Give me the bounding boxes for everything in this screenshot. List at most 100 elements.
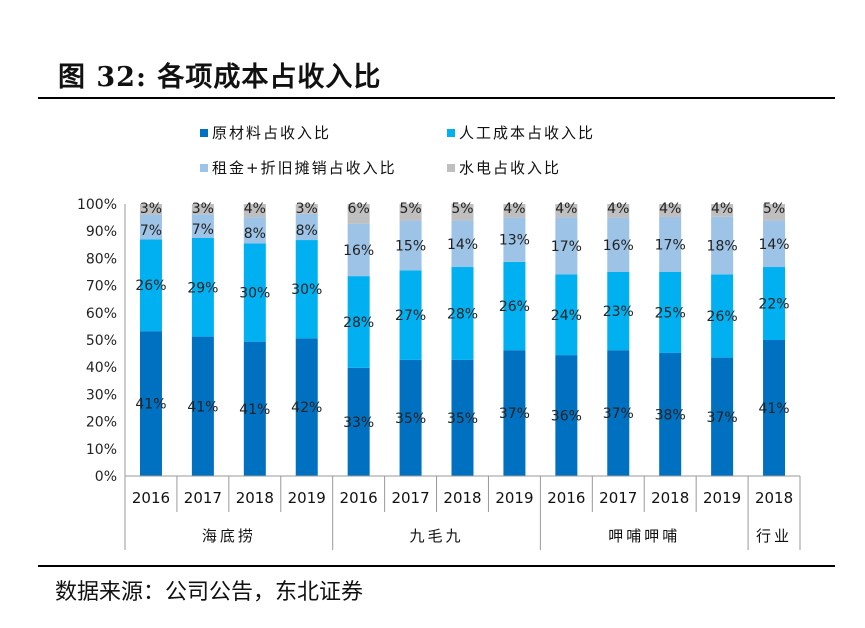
data-label: 28%	[447, 306, 478, 322]
data-label: 26%	[135, 278, 166, 294]
data-label: 8%	[244, 226, 266, 242]
data-label: 7%	[192, 222, 214, 238]
bar-segment	[243, 341, 266, 476]
figure-title: 图 32: 各项成本占收入比	[58, 62, 382, 93]
bar-segment	[503, 261, 526, 351]
legend-label: 原材料占收入比	[212, 124, 332, 142]
data-label: 3%	[296, 201, 318, 217]
bar-segment	[607, 272, 630, 351]
y-tick-label: 60%	[86, 306, 117, 322]
x-tick-label: 2018	[651, 489, 689, 507]
bar-segment	[399, 204, 422, 221]
y-tick-label: 100%	[77, 197, 117, 213]
group-label: 呷哺呷哺	[608, 527, 680, 545]
bar-segment	[399, 359, 422, 476]
x-tick-label: 2018	[443, 489, 481, 507]
source-rule	[38, 565, 835, 567]
data-label: 3%	[192, 201, 214, 217]
legend-label: 人工成本占收入比	[459, 124, 596, 142]
data-label: 8%	[296, 223, 318, 239]
bar-segment	[659, 204, 682, 217]
bar-segment	[295, 240, 318, 339]
title-rule	[38, 97, 835, 99]
data-label: 27%	[395, 308, 426, 324]
data-label: 14%	[758, 237, 789, 253]
bar-segment	[139, 331, 162, 476]
y-tick-label: 40%	[86, 360, 117, 376]
bar-segment	[451, 204, 474, 221]
legend-swatch	[200, 163, 208, 172]
data-label: 26%	[499, 299, 530, 315]
x-tick-label: 2016	[547, 489, 585, 507]
bar-segment	[763, 267, 786, 340]
bar-segment	[763, 220, 786, 268]
data-label: 14%	[447, 237, 478, 253]
data-label: 42%	[291, 400, 322, 416]
bar-segment	[451, 267, 474, 360]
bar-segment	[711, 357, 734, 476]
data-label: 4%	[659, 201, 681, 217]
data-label: 37%	[707, 410, 738, 426]
data-label: 33%	[343, 415, 374, 431]
data-label: 6%	[348, 201, 370, 217]
bar-segment	[347, 367, 370, 476]
bar-segment	[347, 204, 370, 224]
bar-segment	[243, 204, 266, 218]
bar-segment	[347, 223, 370, 277]
group-label: 九毛九	[410, 527, 464, 545]
x-tick-label: 2017	[184, 489, 222, 507]
data-label: 16%	[343, 243, 374, 259]
x-tick-label: 2017	[599, 489, 637, 507]
bar-segment	[139, 214, 162, 240]
data-label: 5%	[763, 201, 785, 217]
y-tick-label: 80%	[86, 251, 117, 267]
legend-item-rent: 租金+折旧摊销占收入比	[200, 157, 397, 178]
data-label: 4%	[555, 201, 577, 217]
bar-segment	[503, 350, 526, 476]
bar-segment	[295, 213, 318, 241]
data-label: 29%	[187, 280, 218, 296]
data-label: 37%	[499, 406, 530, 422]
legend-item-materials: 原材料占收入比	[200, 122, 331, 143]
y-tick-label: 90%	[86, 224, 117, 240]
x-tick-label: 2018	[236, 489, 274, 507]
x-tick-label: 2018	[755, 489, 793, 507]
data-label: 41%	[187, 399, 218, 415]
y-tick-label: 20%	[86, 415, 117, 431]
data-label: 17%	[551, 239, 582, 255]
bar-segment	[503, 217, 526, 262]
y-tick-label: 10%	[86, 442, 117, 458]
x-tick-label: 2016	[340, 489, 378, 507]
bar-segment	[139, 204, 162, 215]
bar-segment	[607, 204, 630, 218]
data-label: 41%	[135, 397, 166, 413]
legend-label: 水电占收入比	[459, 159, 562, 177]
data-label: 16%	[603, 238, 634, 254]
bar-segment	[555, 217, 578, 275]
x-tick-label: 2019	[703, 489, 741, 507]
data-label: 4%	[711, 201, 733, 217]
data-label: 4%	[244, 201, 266, 217]
data-label: 28%	[343, 315, 374, 331]
bar-segment	[607, 217, 630, 272]
data-label: 5%	[451, 201, 473, 217]
legend-swatch	[447, 128, 455, 137]
bar-segment	[191, 336, 214, 476]
x-tick-label: 2019	[495, 489, 533, 507]
data-label: 3%	[140, 201, 162, 217]
x-tick-label: 2016	[132, 489, 170, 507]
x-tick-label: 2017	[391, 489, 429, 507]
legend-item-labor: 人工成本占收入比	[447, 122, 595, 143]
data-label: 30%	[291, 282, 322, 298]
data-label: 23%	[603, 304, 634, 320]
bar-segment	[243, 243, 266, 342]
bar-segment	[243, 217, 266, 244]
bar-segment	[711, 216, 734, 275]
bar-segment	[191, 238, 214, 337]
data-label: 30%	[239, 285, 270, 301]
data-label: 7%	[140, 223, 162, 239]
source-note: 数据来源：公司公告，东北证券	[55, 580, 364, 605]
bar-segment	[659, 272, 682, 353]
y-tick-label: 0%	[95, 469, 117, 485]
